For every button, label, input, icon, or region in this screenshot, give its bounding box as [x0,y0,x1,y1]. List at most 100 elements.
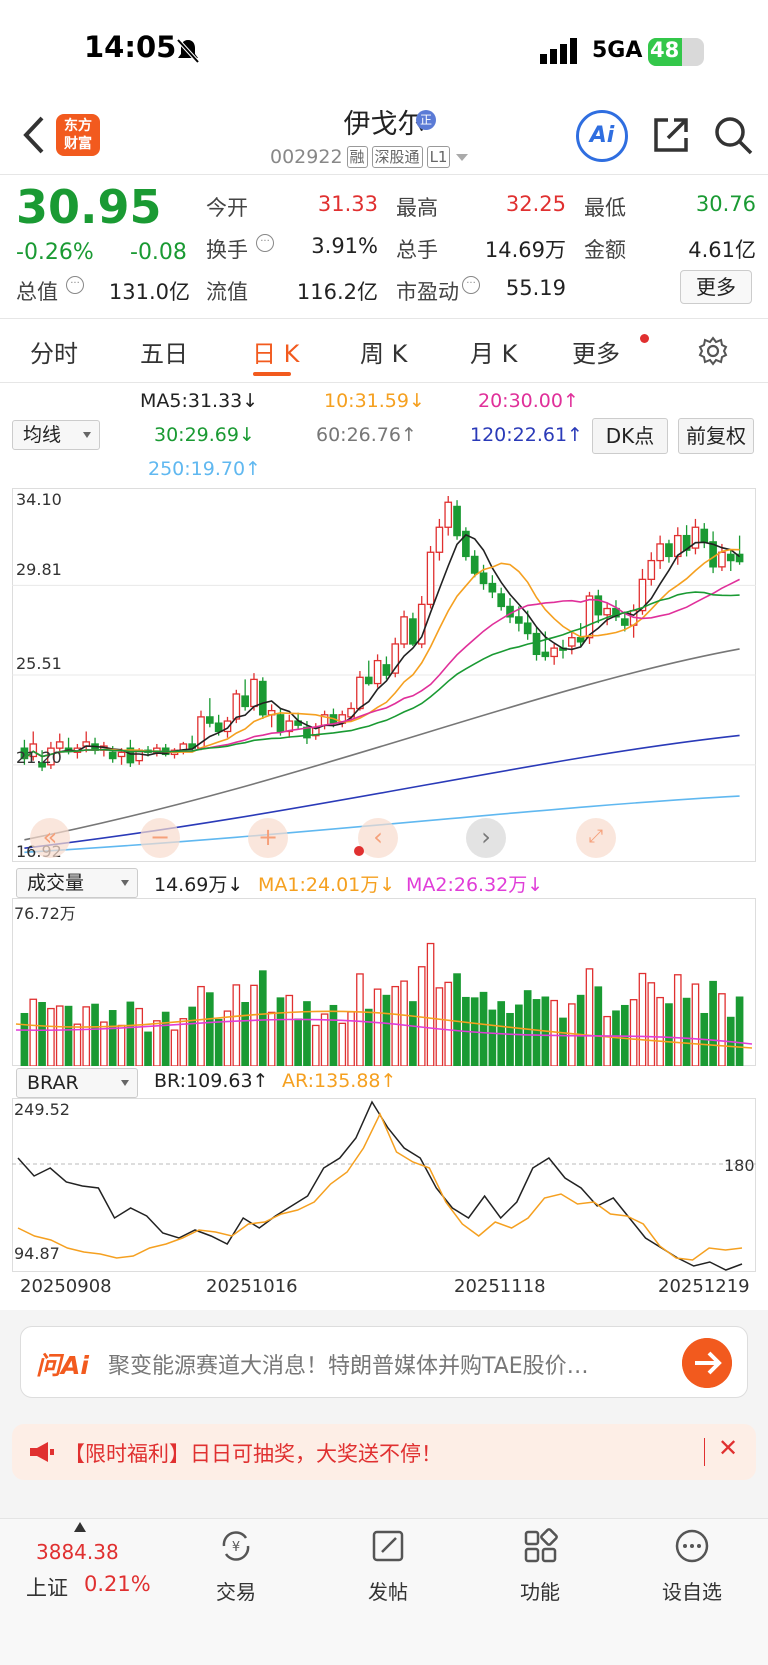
stock-name: 伊戈尔 [343,109,425,140]
candle-body [435,526,444,553]
ma120-value: 120:22.61↑ [470,424,583,446]
ma10-value: 10:31.59↓ [324,390,425,412]
adjust-button[interactable]: 前复权 [678,418,754,454]
ma20-line [23,578,740,760]
promo-banner[interactable] [12,1424,756,1480]
candle-body [620,618,629,626]
index-name[interactable]: 上证 [26,1576,68,1600]
volume-bar [585,968,594,1066]
ai-news-bar[interactable] [20,1326,748,1398]
nav-add-watch[interactable]: 设自选 [642,1526,742,1605]
volume-bar [144,1031,152,1066]
tab-five-day[interactable]: 五日 [140,340,188,368]
info-icon[interactable]: ··· [256,234,274,252]
volume-bar [453,973,461,1066]
app-logo: 东方 财富 [56,114,100,156]
candle-body [356,676,364,710]
volume-bar [108,1010,117,1066]
candle-body [206,716,214,724]
ai-news-text[interactable]: 聚变能源赛道大消息！特朗普媒体并购TAE股价… [108,1354,589,1379]
candle-body [656,543,664,562]
volume-bar [29,998,38,1066]
volume-bar [267,1011,276,1066]
chevron-down-icon[interactable] [454,152,470,162]
candle-body [479,572,488,585]
candle-body [665,543,673,558]
quote-divider [0,318,768,319]
info-icon[interactable]: ··· [462,276,480,294]
tab-daily-k[interactable]: 日 K [252,340,300,368]
candle-body [576,637,585,643]
volume-bar [559,1017,567,1066]
nav-post[interactable]: 发帖 [338,1526,438,1605]
br-value: BR:109.63↑ [154,1070,269,1092]
bottom-navigation [0,1518,768,1665]
tab-weekly-k[interactable]: 周 K [360,340,408,368]
more-quote-button[interactable]: 更多 [680,270,752,304]
ai-button[interactable]: Ai [576,110,628,162]
zoom-in-icon[interactable]: + [248,818,288,858]
volume-bar [665,1003,673,1066]
candle-body [250,678,258,708]
back-arrow-icon[interactable] [18,112,52,158]
price-axis-2: 29.81 [16,560,62,579]
volume-label: 总手 [396,238,438,262]
pe-label: 市盈动 [396,280,459,304]
info-icon[interactable]: ··· [66,276,84,294]
stock-code-row: 002922 融 深股通 L1 [270,146,470,168]
volume-bar [444,981,453,1066]
volume-chart[interactable] [12,898,756,1066]
nav-trade[interactable]: ¥ 交易 [186,1526,286,1605]
candle-body [108,751,117,760]
indicator-dropdown[interactable]: 均线 [12,420,100,450]
candle-body [453,505,461,537]
zoom-out-icon[interactable]: − [140,818,180,858]
settings-gear-icon[interactable] [698,336,728,366]
kline-chart[interactable] [12,488,756,862]
volume-bar [135,1007,144,1066]
scroll-right-icon[interactable]: › [466,818,506,858]
volume-ma1-line [15,1010,753,1049]
scroll-left-icon[interactable]: ‹ [358,818,398,858]
candle-body [232,693,241,720]
candle-body [603,607,611,616]
volume-bar [718,993,726,1066]
candle-body [214,722,223,733]
tab-divider [0,382,768,383]
search-icon[interactable] [712,114,754,156]
volume-bar [73,1023,82,1066]
brar-chart[interactable] [12,1098,756,1272]
edit-icon [372,1530,404,1562]
arrow-right-icon[interactable] [682,1338,732,1388]
tab-monthly-k[interactable]: 月 K [470,340,518,368]
marker-dot [354,846,364,856]
date-label-1: 20250908 [20,1276,112,1297]
volume-dropdown[interactable]: 成交量 [16,868,138,898]
tab-intraday[interactable]: 分时 [30,340,78,368]
scroll-left-fast-icon[interactable]: « [30,818,70,858]
index-change[interactable]: 0.21% [84,1572,151,1596]
close-icon[interactable]: ✕ [718,1434,739,1462]
ma5-value: MA5:31.33↓ [140,390,259,412]
date-label-3: 20251118 [454,1276,546,1297]
fullscreen-icon[interactable]: ⤢ [576,818,616,858]
ma30-value: 30:29.69↓ [154,424,255,446]
volume-bar [206,992,214,1066]
active-tab-indicator [253,372,291,376]
candle-body [568,637,576,647]
nav-function[interactable]: 功能 [490,1526,590,1605]
ma60-line [24,648,740,841]
index-value[interactable]: 3884.38 [36,1540,119,1564]
share-icon[interactable] [650,114,692,156]
turnover-value: 3.91% [311,234,378,258]
brar-dropdown[interactable]: BRAR [16,1068,138,1098]
tab-more[interactable]: 更多 [572,340,620,368]
volume-ma1: MA1:24.01万↓ [258,874,396,896]
volume-bar [276,997,285,1066]
ma60-value: 60:26.76↑ [316,424,417,446]
open-label: 今开 [206,196,248,220]
dk-point-button[interactable]: DK点 [592,418,668,454]
up-triangle-icon [74,1522,86,1532]
volume-bar [311,1024,320,1066]
promo-text[interactable]: 【限时福利】日日可抽奖，大奖送不停！ [64,1442,442,1466]
